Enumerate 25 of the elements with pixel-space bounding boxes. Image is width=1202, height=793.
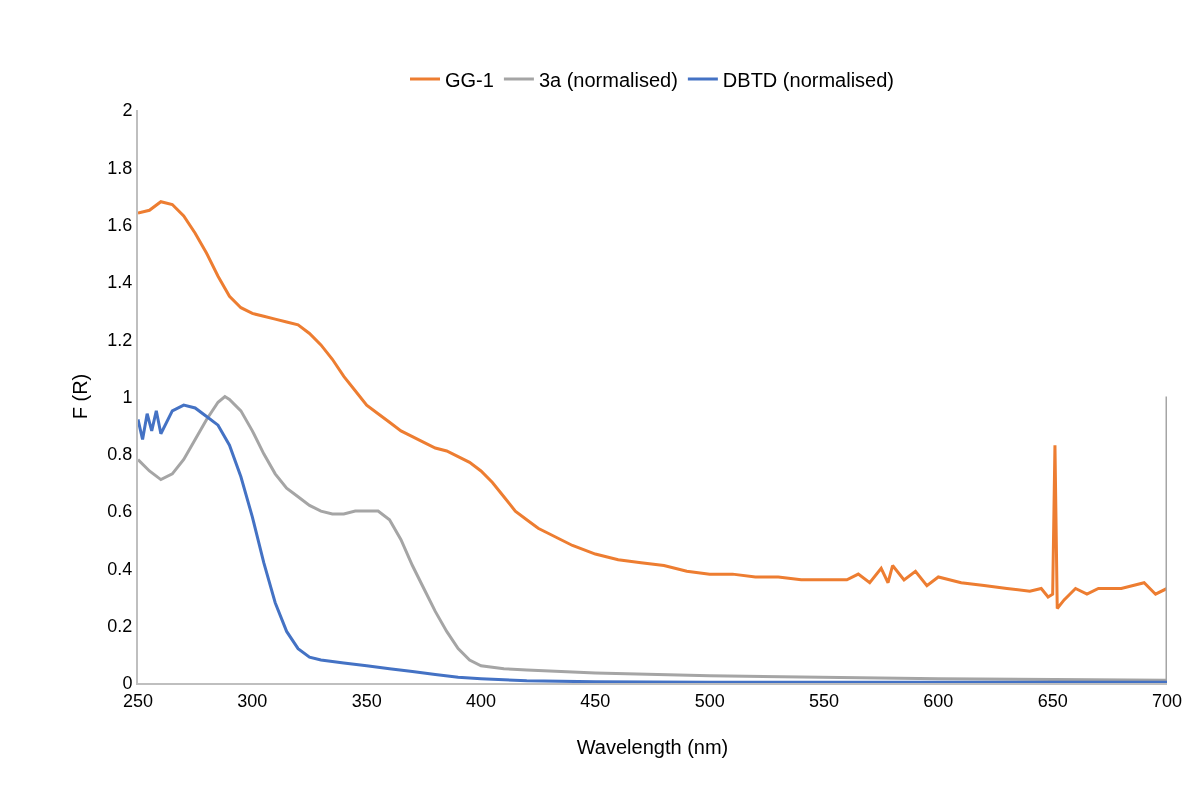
y-tick-label: 1.8 (107, 157, 133, 178)
y-tick-label: 1.6 (107, 214, 133, 235)
y-tick-label: 0.6 (107, 501, 133, 522)
x-tick-label: 450 (580, 690, 611, 711)
y-tick-label: 1 (122, 386, 133, 407)
y-tick-label: 0.2 (107, 616, 133, 636)
x-tick-label: 700 (1151, 690, 1183, 711)
x-tick-label: 550 (808, 690, 840, 711)
y-tick-label: 2 (122, 100, 133, 121)
y-tick-label: 1.2 (107, 329, 133, 350)
x-tick-label: 400 (465, 690, 497, 711)
line-series (138, 200, 1167, 611)
x-tick-label: 350 (351, 690, 382, 711)
y-tick-label: 1.4 (107, 272, 133, 293)
legend-label: DBTD (normalised) (722, 68, 895, 91)
y-axis-title: F (R) (69, 373, 91, 420)
x-tick-label: 500 (694, 690, 725, 711)
y-tick-label: 0.8 (107, 444, 133, 465)
legend-label: GG-1 (445, 68, 494, 91)
legend-label: 3a (normalised) (538, 68, 678, 91)
x-tick-label: 600 (923, 690, 954, 711)
x-axis-title: Wavelength (nm) (576, 736, 729, 758)
x-tick-label: 650 (1037, 690, 1068, 711)
y-tick-label: 0.4 (107, 558, 133, 579)
x-tick-label: 300 (237, 690, 268, 711)
